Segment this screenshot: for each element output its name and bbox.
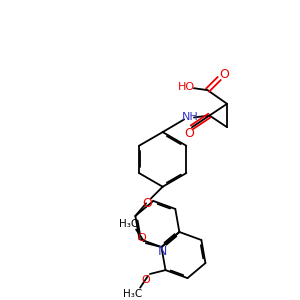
Text: N: N xyxy=(158,245,167,258)
Text: O: O xyxy=(184,127,194,140)
Text: O: O xyxy=(137,233,146,243)
Text: H₃C: H₃C xyxy=(118,219,138,229)
Text: O: O xyxy=(142,275,150,285)
Text: O: O xyxy=(219,68,229,81)
Text: H₃C: H₃C xyxy=(123,289,142,298)
Text: NH: NH xyxy=(182,112,198,122)
Text: O: O xyxy=(142,197,152,210)
Text: HO: HO xyxy=(178,82,195,92)
